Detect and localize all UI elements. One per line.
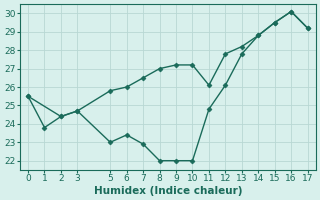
X-axis label: Humidex (Indice chaleur): Humidex (Indice chaleur) xyxy=(93,186,242,196)
